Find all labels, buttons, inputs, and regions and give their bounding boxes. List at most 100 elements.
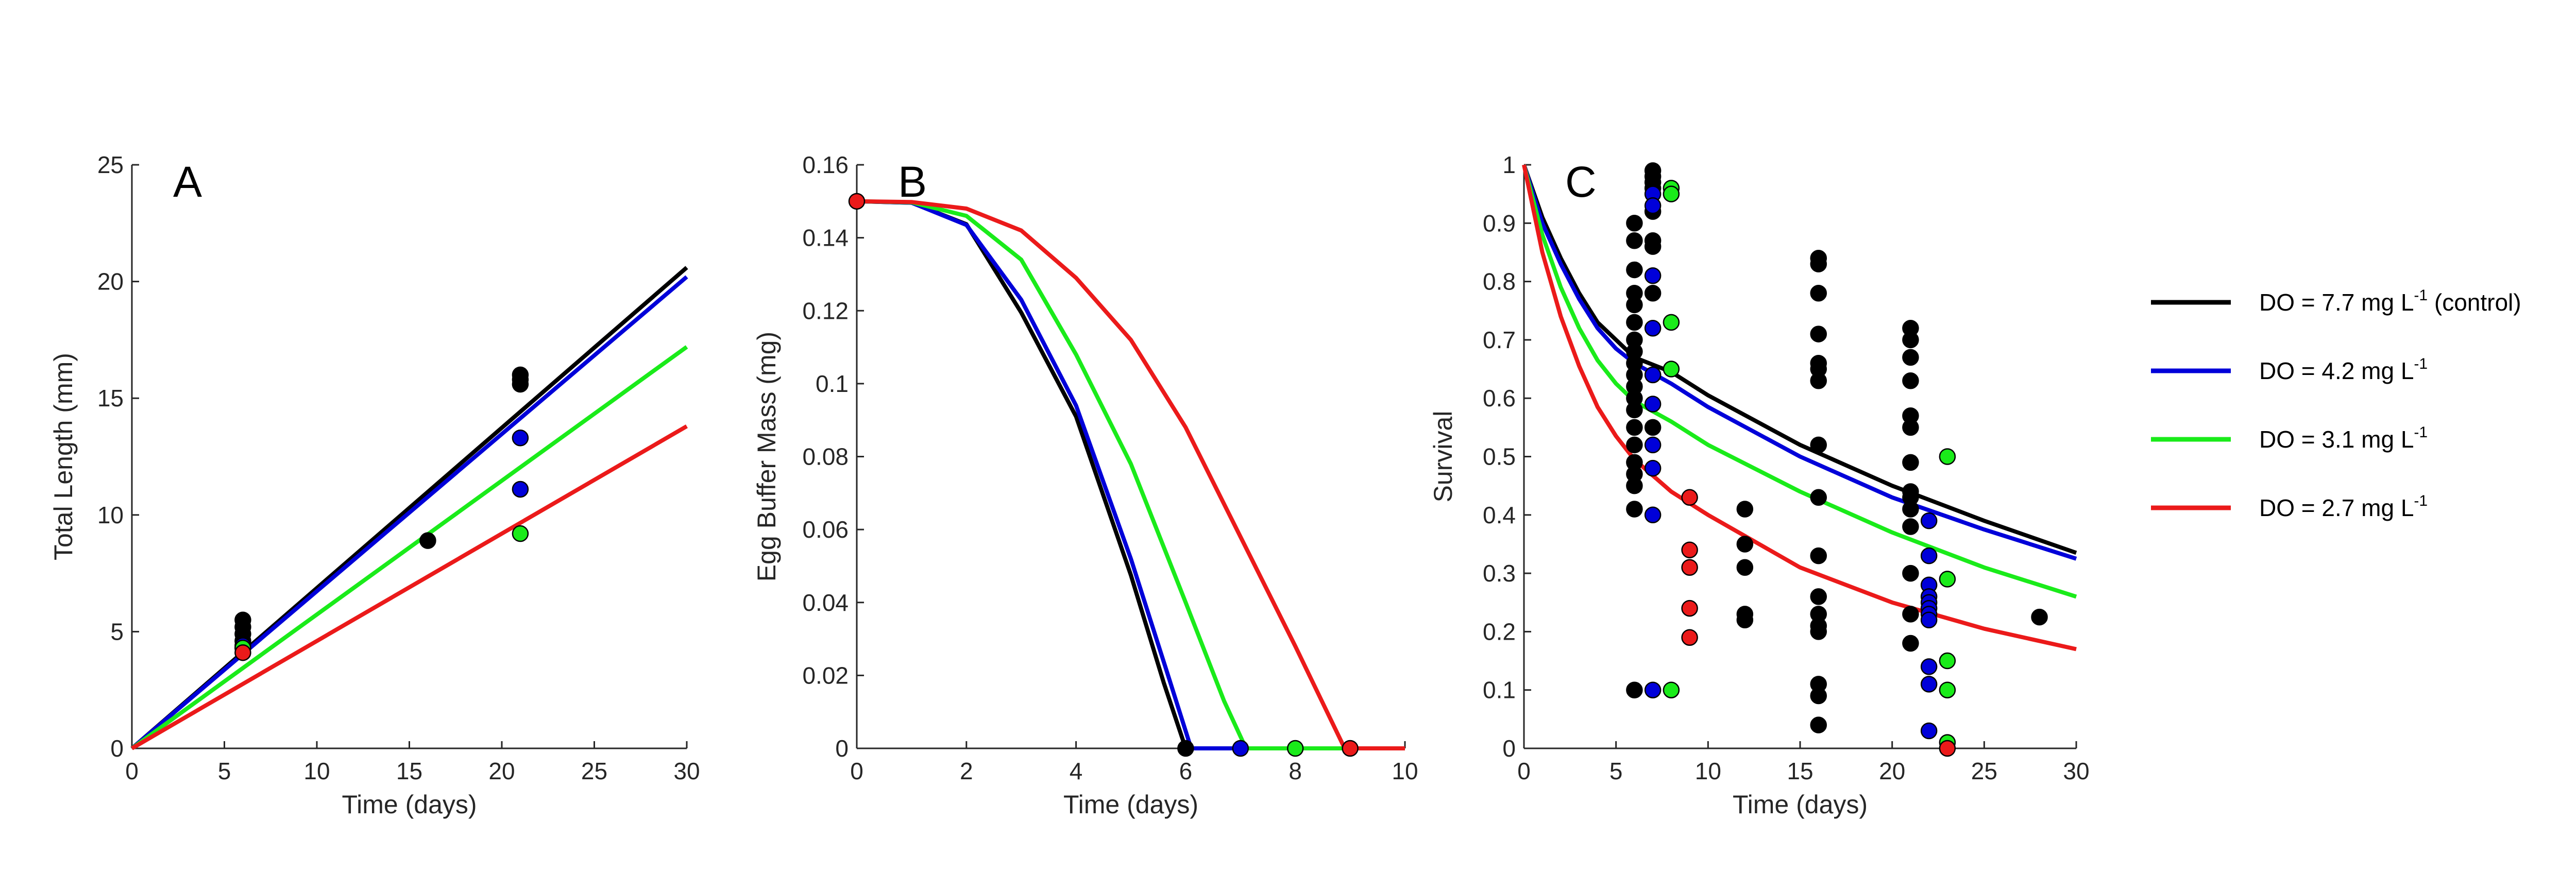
series-line-blue [1522, 164, 2077, 561]
x-tick-label: 0 [125, 758, 139, 784]
x-tick-label: 10 [1695, 758, 1721, 784]
y-tick-label: 0.12 [802, 297, 849, 324]
data-point-green [1663, 361, 1680, 378]
data-point-black [1736, 536, 1754, 553]
y-tick-label: 0.8 [1483, 268, 1516, 295]
y-tick-label: 0.6 [1483, 385, 1516, 412]
legend-label-prefix: DO = 3.1 mg L [2259, 426, 2414, 453]
legend-label-prefix: DO = 4.2 mg L [2259, 357, 2414, 384]
data-point-blue [1644, 267, 1662, 284]
series-line-red [856, 199, 1405, 750]
y-tick-label: 0.06 [802, 516, 849, 543]
data-point-black [1810, 687, 1827, 705]
y-tick-label: 0 [835, 735, 849, 762]
x-tick-label: 10 [1392, 758, 1418, 784]
legend-label: DO = 3.1 mg L-1 [2259, 424, 2428, 453]
y-axis-label: Survival [1429, 411, 1458, 503]
data-point-blue [1644, 506, 1662, 524]
data-point-blue [1920, 658, 1938, 675]
data-point-green [1939, 652, 1956, 670]
y-axis-label: Total Length (mm) [49, 353, 78, 560]
x-tick-label: 15 [396, 758, 422, 784]
data-point-red [848, 193, 866, 210]
panel-letter: B [898, 158, 927, 206]
y-tick-label: 0.16 [802, 151, 849, 178]
data-point-black [1626, 401, 1643, 419]
data-point-blue [512, 429, 529, 447]
data-point-green [512, 525, 529, 542]
data-point-red [1681, 559, 1698, 576]
y-tick-label: 0.02 [802, 662, 849, 689]
legend-label-prefix: DO = 7.7 mg L [2259, 289, 2414, 316]
data-point-black [2031, 608, 2048, 626]
data-point-black [1177, 740, 1194, 757]
data-point-blue [512, 481, 529, 498]
legend: DO = 7.7 mg L-1 (control)DO = 4.2 mg L-1… [2151, 287, 2521, 521]
x-tick-label: 4 [1070, 758, 1083, 784]
x-axis-label: Time (days) [1063, 790, 1198, 819]
data-point-black [1810, 436, 1827, 454]
data-point-black [1644, 419, 1662, 436]
data-point-blue [1920, 722, 1938, 740]
data-point-red [1681, 600, 1698, 617]
data-point-black [1626, 501, 1643, 518]
y-tick-label: 0.1 [816, 370, 849, 397]
y-tick-label: 0.7 [1483, 327, 1516, 353]
series-line-blue [856, 199, 1405, 750]
y-tick-label: 0.5 [1483, 443, 1516, 470]
y-tick-label: 0 [1502, 735, 1516, 762]
x-tick-label: 25 [581, 758, 607, 784]
legend-label: DO = 7.7 mg L-1 (control) [2259, 287, 2521, 316]
data-point-black [1736, 611, 1754, 628]
data-point-red [1681, 541, 1698, 559]
panel-b: 0 2 4 6 8 10 0 0.02 0.04 0.06 0.08 0.1 0.12 0.14 0.16 T… [752, 151, 1418, 819]
x-tick-label: 2 [960, 758, 973, 784]
data-point-red [1681, 489, 1698, 506]
y-tick-label: 0.1 [1483, 677, 1516, 704]
series-line-black [856, 199, 1405, 750]
data-point-black [1902, 419, 1919, 436]
data-point-black [1810, 547, 1827, 564]
y-tick-label: 0.04 [802, 589, 849, 616]
data-point-black [1902, 518, 1919, 535]
series-line-green [130, 345, 688, 750]
x-tick-label: 8 [1289, 758, 1302, 784]
data-point-blue [1644, 197, 1662, 214]
legend-label-prefix: DO = 2.7 mg L [2259, 494, 2414, 521]
y-tick-label: 10 [97, 502, 124, 528]
data-point-blue [1644, 366, 1662, 384]
legend-label-superscript: -1 [2414, 424, 2428, 441]
x-tick-label: 0 [1517, 758, 1531, 784]
x-tick-label: 20 [1879, 758, 1905, 784]
series-line-red [1522, 164, 2077, 652]
data-point-black [1902, 501, 1919, 518]
data-point-red [1342, 740, 1359, 757]
x-axis-label: Time (days) [342, 790, 477, 819]
data-point-black [1626, 436, 1643, 454]
x-tick-label: 0 [850, 758, 863, 784]
y-axis-label: Egg Buffer Mass (mg) [752, 332, 781, 581]
data-point-green [1663, 185, 1680, 202]
series-line-red [130, 424, 688, 750]
y-tick-label: 25 [97, 151, 124, 178]
legend-label-superscript: -1 [2414, 355, 2428, 372]
y-tick-label: 0.9 [1483, 210, 1516, 236]
data-point-black [1810, 716, 1827, 733]
data-point-red [1681, 629, 1698, 646]
data-point-black [1626, 215, 1643, 232]
data-point-blue [1644, 396, 1662, 413]
data-point-black [1902, 635, 1919, 652]
data-point-blue [1920, 512, 1938, 529]
data-point-blue [1644, 681, 1662, 698]
x-tick-label: 20 [488, 758, 515, 784]
panel-letter: C [1565, 158, 1597, 206]
data-point-black [1736, 559, 1754, 576]
data-point-black [1626, 296, 1643, 314]
data-point-black [1902, 372, 1919, 389]
data-point-black [1902, 331, 1919, 349]
data-point-black [1644, 238, 1662, 255]
data-point-black [1902, 349, 1919, 366]
data-point-blue [1644, 319, 1662, 337]
series-line-green [856, 199, 1405, 750]
